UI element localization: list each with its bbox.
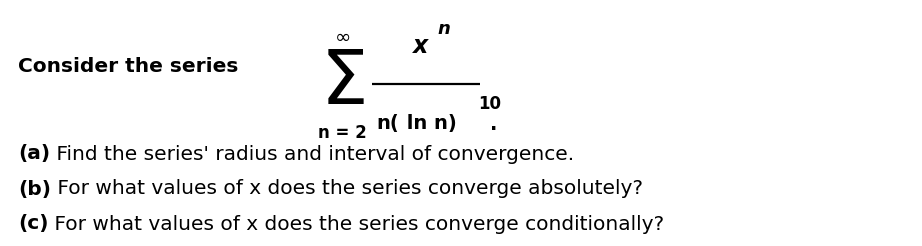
Text: n = 2: n = 2 [317, 124, 366, 142]
Text: .: . [490, 114, 497, 134]
Text: (a): (a) [18, 144, 50, 164]
Text: For what values of x does the series converge conditionally?: For what values of x does the series con… [49, 215, 665, 233]
Text: Find the series' radius and interval of convergence.: Find the series' radius and interval of … [50, 144, 574, 164]
Text: (b): (b) [18, 180, 51, 199]
Text: n(: n( [376, 114, 398, 134]
Text: ln n): ln n) [400, 114, 457, 134]
Text: (c): (c) [18, 215, 49, 233]
Text: 10: 10 [478, 95, 501, 113]
Text: x: x [413, 34, 429, 58]
Text: Consider the series: Consider the series [18, 57, 239, 76]
Text: $\infty$: $\infty$ [334, 27, 350, 46]
Text: n: n [438, 20, 451, 38]
Text: For what values of x does the series converge absolutely?: For what values of x does the series con… [51, 180, 643, 199]
Text: $\Sigma$: $\Sigma$ [320, 47, 364, 121]
